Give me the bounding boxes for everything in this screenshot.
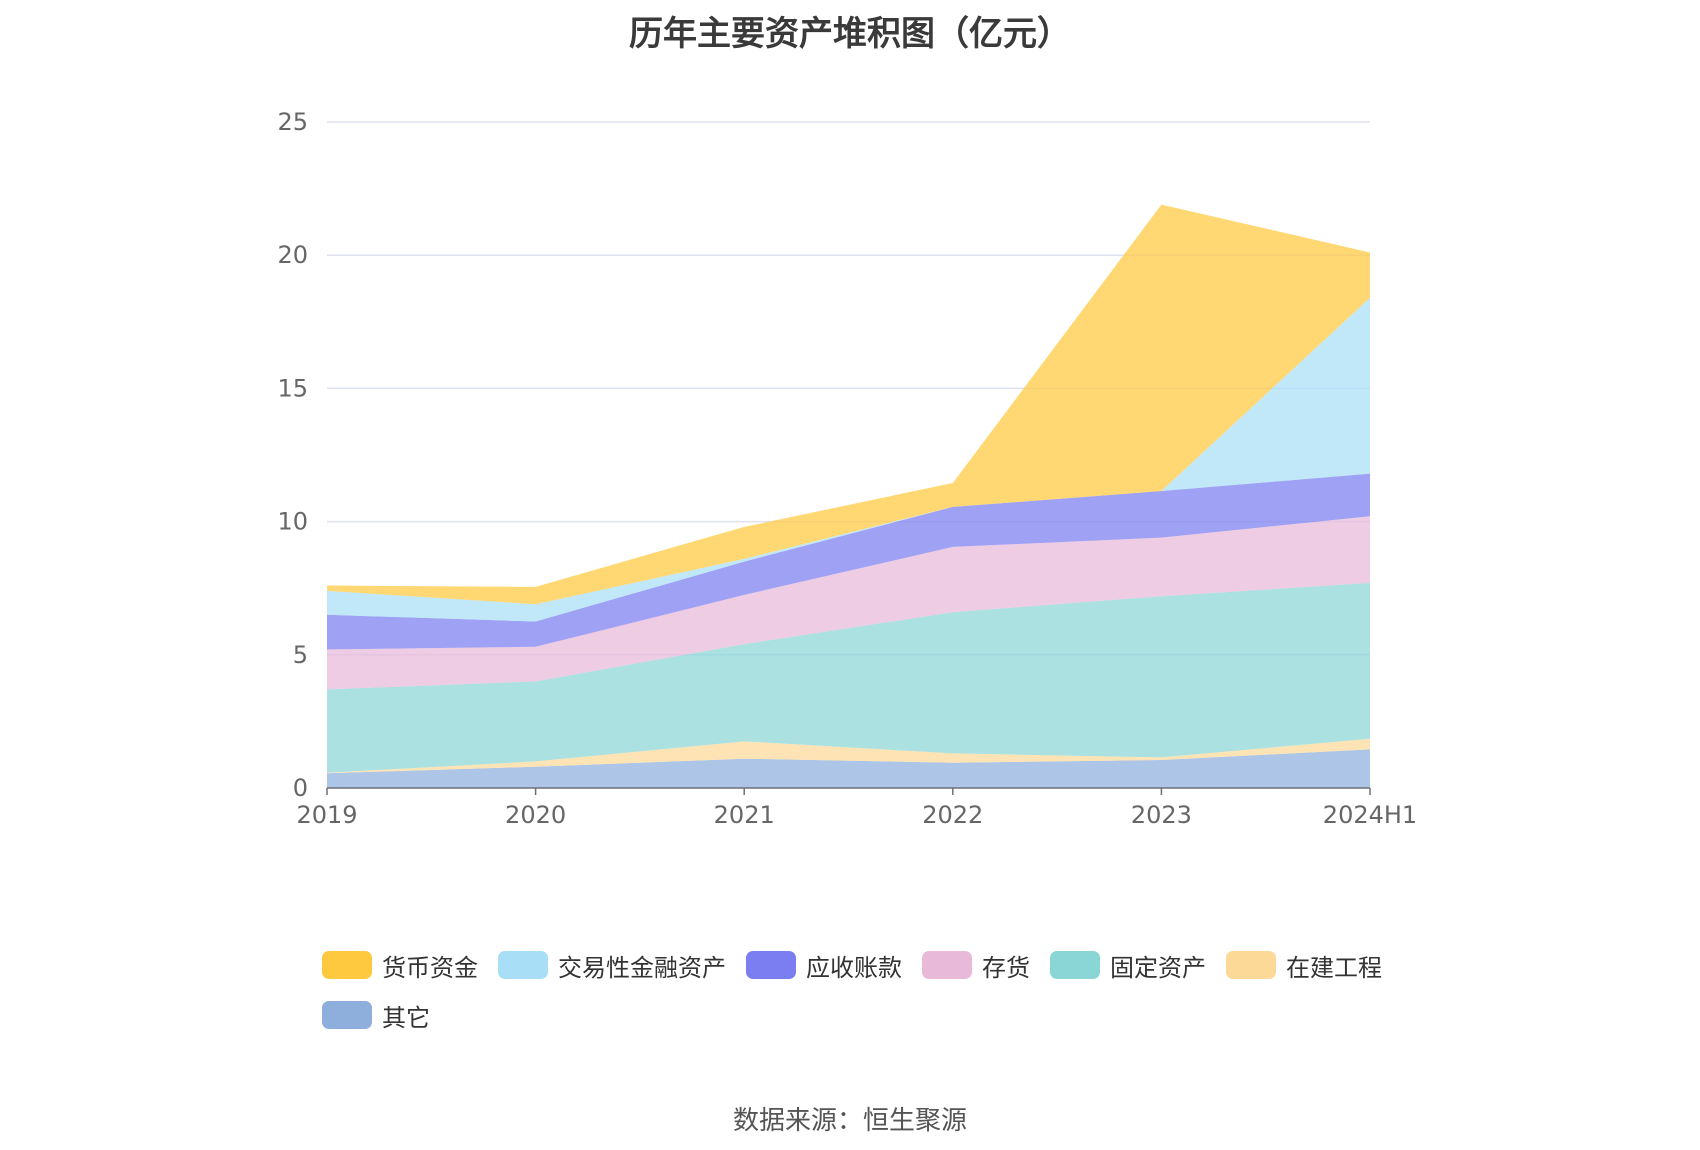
legend-label: 货币资金 [382, 953, 478, 982]
x-tick-label: 2021 [714, 801, 775, 829]
y-tick-label: 0 [293, 774, 308, 802]
legend-item[interactable]: 货币资金 [322, 950, 478, 982]
legend-swatch [322, 1001, 372, 1029]
legend-item[interactable]: 在建工程 [1226, 950, 1382, 982]
legend-item[interactable]: 应收账款 [746, 950, 902, 982]
legend-label: 固定资产 [1110, 953, 1206, 982]
data-source-note: 数据来源：恒生聚源 [732, 1106, 967, 1136]
y-tick-label: 5 [293, 641, 308, 669]
legend-label: 交易性金融资产 [558, 953, 726, 982]
legend-item[interactable]: 存货 [922, 950, 1030, 982]
area-series [327, 204, 1370, 788]
x-tick-label: 2019 [296, 801, 357, 829]
legend-label: 在建工程 [1286, 953, 1382, 982]
x-tick-label: 2023 [1131, 801, 1192, 829]
x-tick-label: 2020 [505, 801, 566, 829]
area-series-6 [327, 204, 1370, 605]
y-tick-label: 20 [277, 241, 308, 269]
area-series-0 [327, 749, 1370, 788]
y-tick-label: 15 [277, 374, 308, 402]
area-series-4 [327, 473, 1370, 650]
legend-swatch [746, 951, 796, 979]
legend: 货币资金 交易性金融资产 应收账款 存货 固定资产 在建工程其它 [322, 950, 1442, 1032]
legend-label: 应收账款 [806, 953, 902, 982]
area-series-2 [327, 582, 1370, 773]
stacked-area-chart: 0 5 10 15 20 25 2019 2020 2021 2022 2023 2024H1 [277, 108, 1417, 829]
x-tick-label: 2024H1 [1323, 801, 1417, 829]
legend-swatch [922, 951, 972, 979]
legend-item[interactable]: 其它 [322, 1000, 430, 1032]
legend-label: 存货 [982, 953, 1030, 982]
area-series-1 [327, 738, 1370, 774]
legend-swatch [1050, 951, 1100, 979]
x-tick-label: 2022 [922, 801, 983, 829]
area-series-3 [327, 516, 1370, 690]
chart-title: 历年主要资产堆积图（亿元） [629, 14, 1071, 54]
legend-swatch [322, 951, 372, 979]
y-tick-label: 25 [277, 108, 308, 136]
legend-item[interactable]: 交易性金融资产 [498, 950, 726, 982]
legend-swatch [498, 951, 548, 979]
legend-label: 其它 [382, 1003, 430, 1032]
legend-item[interactable]: 固定资产 [1050, 950, 1206, 982]
legend-swatch [1226, 951, 1276, 979]
y-tick-label: 10 [277, 508, 308, 536]
axes: 0 5 10 15 20 25 2019 2020 2021 2022 2023 2024H1 [277, 108, 1417, 829]
